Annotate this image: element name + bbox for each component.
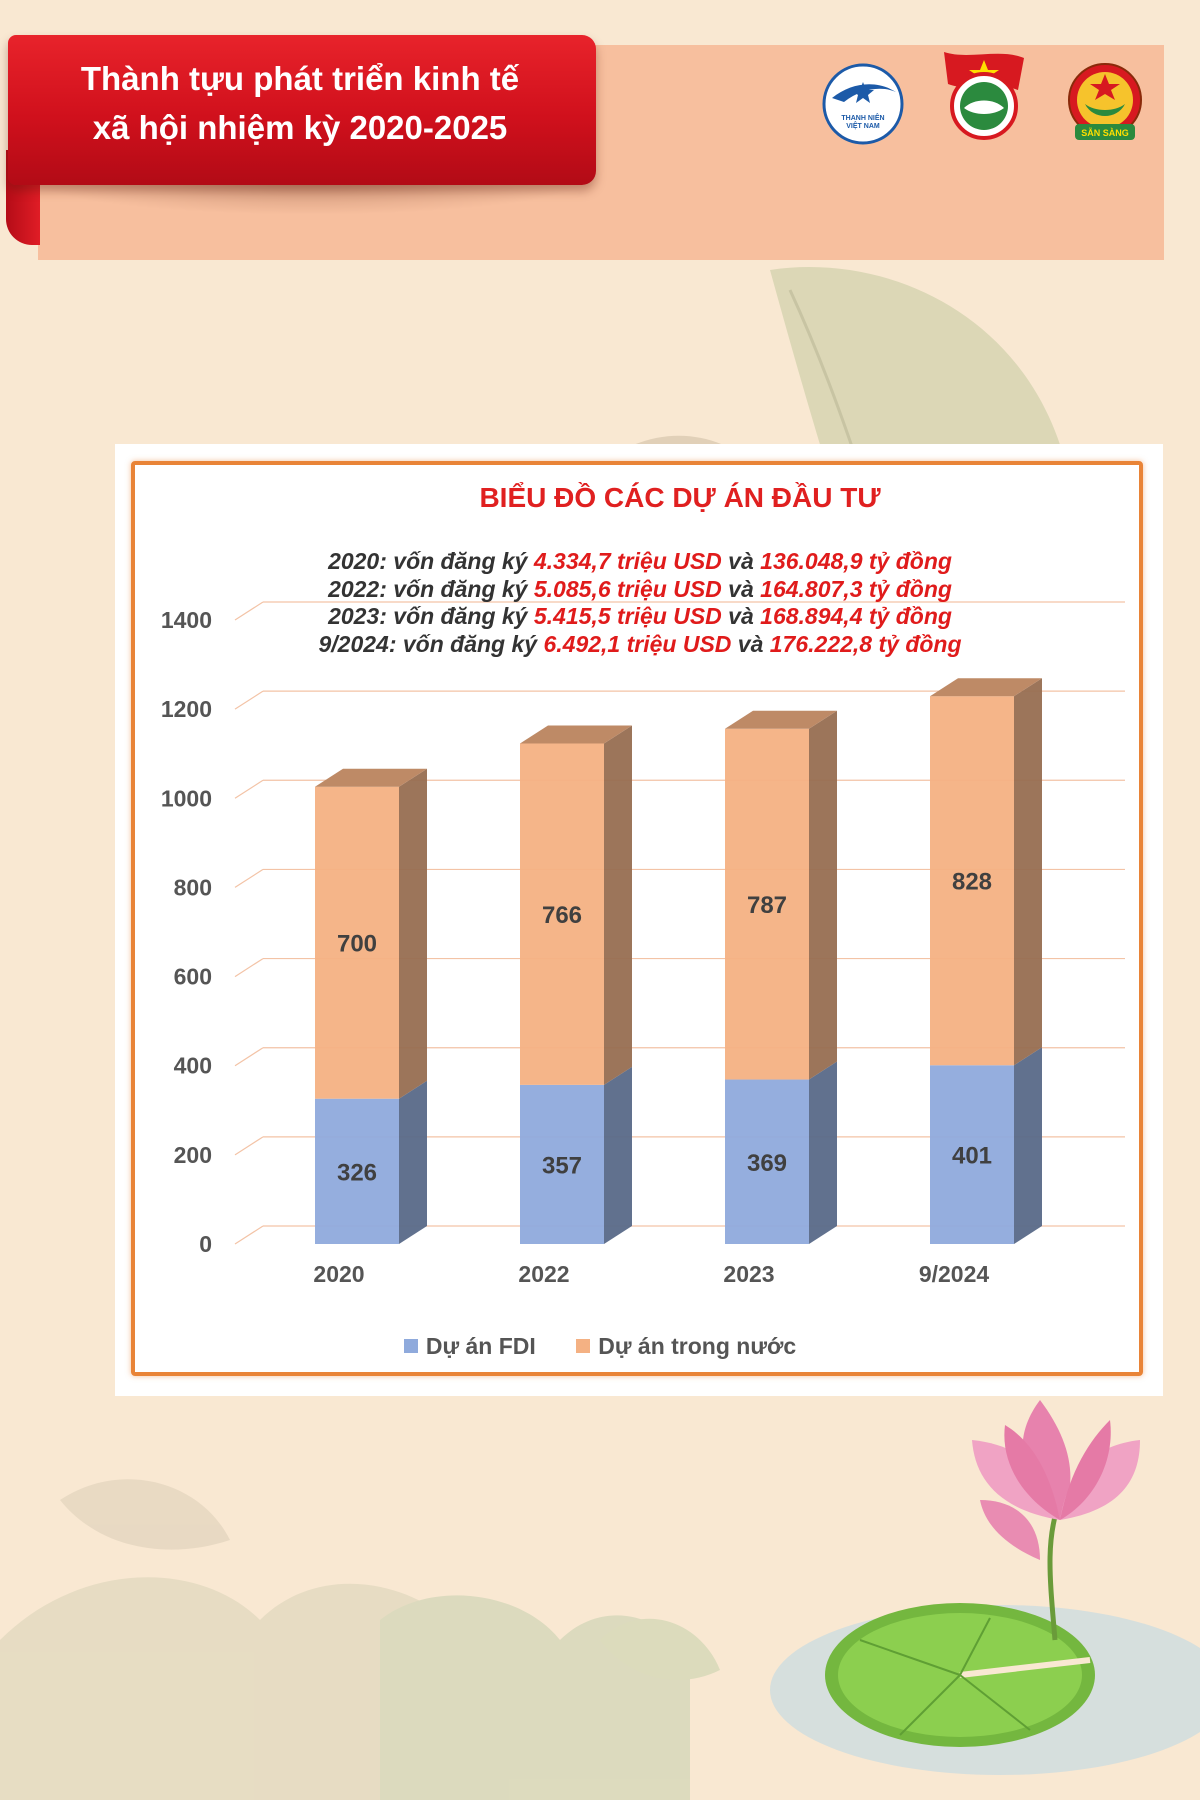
gridline-diag xyxy=(234,1047,264,1067)
x-tick-label: 2023 xyxy=(723,1261,774,1287)
bar-side-domestic xyxy=(1014,678,1042,1066)
bar-top xyxy=(725,710,837,729)
gridline-diag xyxy=(234,690,264,710)
thanh-nien-logo: THANH NIÊN VIỆT NAM xyxy=(822,63,904,145)
data-label: 787 xyxy=(747,892,787,919)
legend-swatch-domestic xyxy=(576,1339,591,1353)
x-tick-label: 2022 xyxy=(518,1261,569,1287)
chart-frame xyxy=(131,461,1143,1376)
bar-side-fdi xyxy=(809,1061,837,1244)
gridline-diag xyxy=(234,868,264,888)
gridline-diag xyxy=(234,779,264,799)
data-label: 357 xyxy=(542,1152,582,1179)
y-tick-label: 1400 xyxy=(161,607,212,633)
note-line-2020: 2020: vốn đăng ký 4.334,7 triệu USD và 1… xyxy=(328,548,952,574)
y-tick-label: 800 xyxy=(174,874,212,900)
bar-domestic xyxy=(725,728,809,1080)
bar-domestic xyxy=(930,696,1014,1066)
gridline-diag xyxy=(234,958,264,978)
y-tick-label: 200 xyxy=(174,1142,212,1168)
bar-top xyxy=(315,768,427,787)
title-ribbon xyxy=(8,35,596,185)
investment-notes: 2020: vốn đăng ký 4.334,7 triệu USD và 1… xyxy=(160,548,1120,658)
chart-legend: Dự án FDI Dự án trong nước xyxy=(0,1333,1200,1360)
data-label: 369 xyxy=(747,1150,787,1177)
page-title-line1: Thành tựu phát triển kinh tế xyxy=(80,60,520,97)
y-tick-label: 400 xyxy=(174,1053,212,1079)
logo1-text-top: THANH NIÊN xyxy=(841,113,884,122)
data-label: 828 xyxy=(952,869,992,896)
bar-top xyxy=(520,725,632,744)
data-label: 401 xyxy=(952,1143,992,1170)
gridline-diag xyxy=(234,1136,264,1156)
data-label: 700 xyxy=(337,931,377,958)
bar-side-domestic xyxy=(809,710,837,1080)
bar-side-domestic xyxy=(399,768,427,1099)
gridline-diag xyxy=(234,601,264,621)
bar-fdi xyxy=(930,1065,1014,1244)
legend-label-domestic: Dự án trong nước xyxy=(598,1333,797,1359)
legend-swatch-fdi xyxy=(403,1339,418,1353)
data-label: 326 xyxy=(337,1159,377,1186)
y-tick-label: 1000 xyxy=(161,785,212,811)
y-tick-label: 600 xyxy=(174,964,212,990)
doi-thieu-nien-logo: SẴN SÀNG xyxy=(1068,63,1142,140)
y-tick-label: 1200 xyxy=(161,696,212,722)
legend-item-fdi: Dự án FDI xyxy=(403,1333,536,1360)
bar-domestic xyxy=(315,786,399,1099)
x-tick-label: 2020 xyxy=(313,1261,364,1287)
bar-side-fdi xyxy=(1014,1047,1042,1244)
bar-top xyxy=(930,678,1042,697)
bar-fdi xyxy=(315,1098,399,1244)
note-line-2024: 9/2024: vốn đăng ký 6.492,1 triệu USD và… xyxy=(318,630,962,657)
gridline-diag xyxy=(234,1225,264,1245)
logo1-text-bottom: VIỆT NAM xyxy=(846,121,880,130)
note-line-2023: 2023: vốn đăng ký 5.415,5 triệu USD và 1… xyxy=(328,603,952,629)
data-label: 766 xyxy=(542,902,582,929)
bar-fdi xyxy=(725,1079,809,1244)
legend-item-domestic: Dự án trong nước xyxy=(576,1333,796,1360)
chart-title: BIỂU ĐỒ CÁC DỰ ÁN ĐẦU TƯ xyxy=(479,482,881,513)
note-line-2022: 2022: vốn đăng ký 5.085,6 triệu USD và 1… xyxy=(328,575,952,602)
doan-thanh-nien-logo xyxy=(944,52,1024,140)
page-title: Thành tựu phát triển kinh tế xã hội nhiệ… xyxy=(20,54,580,152)
y-tick-label: 0 xyxy=(199,1231,212,1257)
bar-fdi xyxy=(520,1084,604,1244)
bar-side-domestic xyxy=(604,725,632,1085)
x-tick-label: 9/2024 xyxy=(919,1261,990,1287)
logo3-text: SẴN SÀNG xyxy=(1081,127,1129,138)
legend-label-fdi: Dự án FDI xyxy=(425,1333,536,1359)
bar-side-fdi xyxy=(399,1080,427,1244)
bar-side-fdi xyxy=(604,1066,632,1244)
page-title-line2: xã hội nhiệm kỳ 2020-2025 xyxy=(92,109,508,146)
bar-domestic xyxy=(520,743,604,1085)
